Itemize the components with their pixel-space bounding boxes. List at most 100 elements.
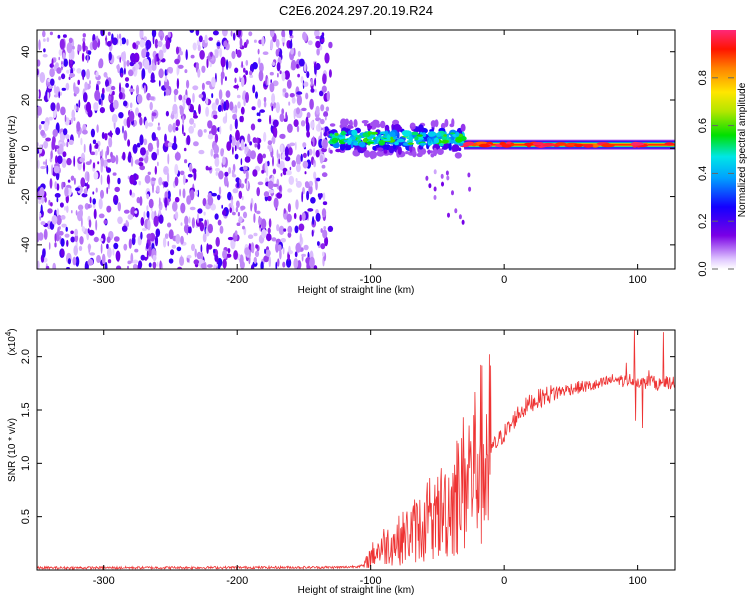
heatmap-cell [164, 191, 169, 200]
heatmap-cell [58, 49, 63, 56]
heatmap-cell [44, 196, 47, 203]
heatmap-cell [120, 72, 123, 78]
heatmap-cell [193, 141, 199, 147]
heatmap-cell [314, 30, 320, 38]
heatmap-cell [323, 132, 328, 137]
heatmap-cell [240, 183, 245, 189]
heatmap-cell [124, 77, 130, 82]
heatmap-cell [383, 138, 392, 142]
heatmap-cell [152, 261, 157, 269]
heatmap-cell [284, 92, 289, 99]
heatmap-cell [77, 79, 80, 85]
heatmap-cell [256, 137, 259, 144]
heatmap-cell [295, 242, 302, 253]
heatmap-cell [267, 180, 274, 190]
heatmap-cell [461, 219, 465, 225]
heatmap-cell [156, 185, 160, 193]
heatmap-cell [179, 106, 184, 116]
heatmap-cell [269, 30, 275, 38]
heatmap-cell [258, 111, 261, 117]
heatmap-cell [83, 92, 88, 103]
heatmap-cell [114, 186, 120, 193]
heatmap-cell [238, 216, 243, 223]
heatmap-cell [129, 102, 133, 109]
heatmap-cell [235, 129, 240, 141]
heatmap-cell [100, 243, 103, 254]
heatmap-cell [253, 39, 257, 43]
heatmap-cell [77, 204, 84, 211]
heatmap-cell [135, 84, 140, 96]
heatmap-cell [306, 190, 310, 201]
heatmap-cell [94, 150, 98, 156]
heatmap-cell [141, 68, 146, 80]
heatmap-cell [210, 51, 213, 57]
heatmap-cell [322, 201, 328, 206]
colorbar-label: Normalized spectral amplitude [737, 82, 748, 217]
y-tick-label: 0.5 [20, 509, 32, 524]
heatmap-cell [167, 198, 170, 206]
heatmap-cell [274, 127, 278, 138]
heatmap-cell [236, 49, 242, 58]
heatmap-cell [167, 123, 173, 133]
heatmap-cell [454, 152, 462, 159]
heatmap-cell [313, 159, 315, 164]
heatmap-cell [370, 151, 375, 160]
heatmap-cell [478, 143, 491, 148]
heatmap-cell [223, 175, 229, 187]
heatmap-cell [284, 70, 290, 80]
heatmap-cell [170, 249, 175, 256]
heatmap-cell [197, 213, 199, 224]
heatmap-cell [138, 157, 144, 162]
heatmap-cell [106, 205, 112, 213]
heatmap-cell [276, 224, 280, 232]
heatmap-cell [82, 129, 88, 135]
heatmap-cell [85, 101, 92, 113]
heatmap-cell [468, 186, 472, 192]
heatmap-cell [82, 161, 86, 172]
heatmap-cell [55, 62, 59, 69]
heatmap-cell [331, 137, 339, 144]
heatmap-cell [397, 146, 402, 155]
heatmap-cell [186, 254, 192, 259]
heatmap-cell [375, 136, 379, 140]
heatmap-cell [215, 171, 218, 176]
heatmap-cell [37, 59, 41, 67]
heatmap-cell [239, 254, 244, 265]
heatmap-cell [94, 89, 101, 101]
heatmap-cell [295, 154, 302, 166]
heatmap-cell [158, 49, 164, 60]
heatmap-cell [193, 115, 198, 119]
heatmap-cell [224, 76, 227, 81]
heatmap-cell [117, 202, 122, 212]
heatmap-cell [234, 104, 238, 115]
heatmap-cell [158, 122, 160, 126]
heatmap-cell [106, 158, 112, 163]
heatmap-cell [323, 111, 329, 118]
heatmap-cell [123, 209, 130, 214]
heatmap-cell [139, 39, 146, 48]
heatmap-cell [174, 163, 179, 176]
heatmap-cell [186, 135, 191, 146]
heatmap-cell [101, 132, 105, 139]
heatmap-cell [261, 218, 267, 230]
heatmap-cell [138, 260, 143, 269]
heatmap-cell [310, 120, 315, 129]
heatmap-cell [130, 192, 136, 198]
heatmap-cell [81, 217, 83, 228]
colorbar-ticks: 0.0 0.2 0.4 0.6 0.8 [697, 70, 734, 277]
heatmap-cell [69, 73, 76, 78]
heatmap-cell [114, 200, 118, 205]
heatmap-cell [182, 123, 184, 135]
heatmap-cell [340, 130, 346, 136]
heatmap-cell [72, 256, 77, 266]
heatmap-cell [240, 158, 243, 166]
heatmap-cell [267, 77, 270, 86]
heatmap-cell [39, 72, 46, 83]
heatmap-cell [301, 191, 304, 203]
heatmap-cell [93, 236, 99, 243]
snr-panel: -300 -200 -100 0 100 0.5 1.0 1.5 2.0 Height of … [4, 328, 676, 596]
heatmap-cell [73, 86, 80, 95]
heatmap-cell [289, 142, 296, 147]
heatmap-cell [296, 94, 302, 106]
